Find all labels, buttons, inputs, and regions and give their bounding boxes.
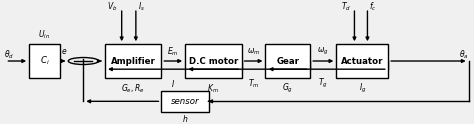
Text: $h$: $h$ xyxy=(182,113,188,124)
Bar xyxy=(29,44,60,78)
Text: $T_m$: $T_m$ xyxy=(248,78,259,90)
Text: $\theta_d$: $\theta_d$ xyxy=(3,48,14,61)
Text: Amplifier: Amplifier xyxy=(110,57,155,65)
Text: $\omega_m$: $\omega_m$ xyxy=(247,46,260,57)
Text: $\omega_g$: $\omega_g$ xyxy=(318,46,329,57)
Text: $I_g$: $I_g$ xyxy=(358,82,366,95)
Bar xyxy=(161,91,209,112)
Bar xyxy=(265,44,310,78)
Text: $I_s$: $I_s$ xyxy=(138,1,145,13)
Bar xyxy=(105,44,161,78)
Text: $G_g$: $G_g$ xyxy=(282,82,293,95)
Text: Actuator: Actuator xyxy=(341,57,383,65)
Text: $K_m$: $K_m$ xyxy=(208,83,219,95)
Text: $T_d$: $T_d$ xyxy=(340,1,351,13)
Text: D.C motor: D.C motor xyxy=(189,57,238,65)
Bar xyxy=(336,44,388,78)
Text: sensor: sensor xyxy=(171,97,199,106)
Text: $\theta_a$: $\theta_a$ xyxy=(459,48,469,61)
Text: $I$: $I$ xyxy=(171,78,175,89)
Text: Gear: Gear xyxy=(276,57,299,65)
Text: $f_c$: $f_c$ xyxy=(369,1,377,13)
Text: $T_g$: $T_g$ xyxy=(319,77,328,90)
Text: $U_{in}$: $U_{in}$ xyxy=(38,28,50,41)
Text: $E_m$: $E_m$ xyxy=(167,46,179,58)
Bar xyxy=(185,44,242,78)
Text: $V_b$: $V_b$ xyxy=(107,1,117,13)
Text: $e$: $e$ xyxy=(61,47,67,56)
Text: $C_i$: $C_i$ xyxy=(40,55,49,67)
Text: $G_e, R_e$: $G_e, R_e$ xyxy=(121,83,145,95)
